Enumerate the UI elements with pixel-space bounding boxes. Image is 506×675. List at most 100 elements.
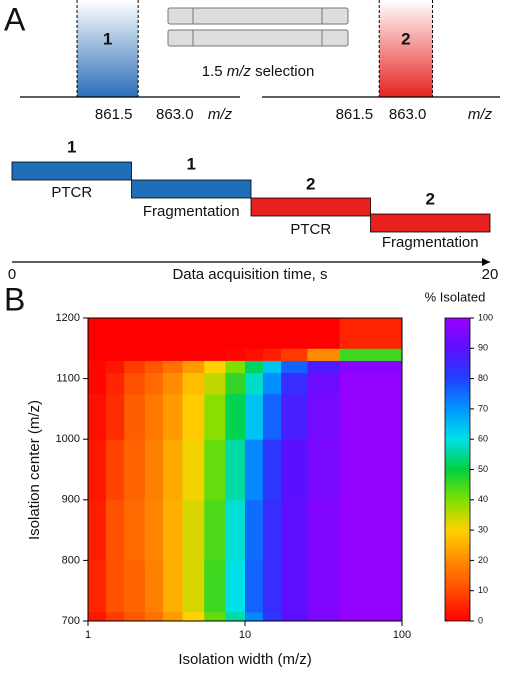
heatmap-cell — [162, 560, 184, 613]
heatmap-cell — [162, 439, 184, 501]
heatmap-cell — [124, 360, 146, 374]
colorbar-title: % Isolated — [425, 289, 486, 304]
step-block — [11, 161, 132, 181]
heatmap-cell — [281, 360, 308, 374]
x-axis-title: Isolation width (m/z) — [178, 651, 311, 668]
heatmap-cell — [204, 360, 226, 374]
heatmap-cell — [182, 348, 205, 361]
step-block — [370, 213, 491, 233]
heatmap-cell — [225, 560, 246, 613]
y-tick-label: 1200 — [56, 312, 80, 324]
heatmap-cell — [245, 393, 264, 440]
heatmap-cell — [225, 360, 246, 374]
heatmap-cell — [281, 318, 308, 349]
heatmap-cell — [204, 393, 226, 440]
colorbar-tick-label: 90 — [478, 343, 488, 353]
heatmap-cell — [162, 393, 184, 440]
heatmap-cell — [339, 393, 403, 440]
heatmap-cell — [162, 611, 184, 622]
heatmap-cell — [144, 439, 164, 501]
step-label: PTCR — [51, 184, 92, 201]
heatmap-cell — [204, 348, 226, 361]
selection-number: 1.5 — [202, 63, 223, 80]
y-tick-label: 800 — [62, 554, 80, 566]
time-arrow — [482, 258, 490, 266]
heatmap-cell — [144, 611, 164, 622]
heatmap-cell — [245, 372, 264, 395]
heatmap-cell — [262, 318, 282, 349]
heatmap-cell — [262, 348, 282, 361]
heatmap-cell — [225, 348, 246, 361]
heatmap-cell — [245, 360, 264, 374]
heatmap-cell — [105, 439, 125, 501]
step-label: Fragmentation — [143, 203, 240, 220]
heatmap-cell — [124, 318, 146, 349]
heatmap-cell — [162, 360, 184, 374]
heatmap-cell — [225, 439, 246, 501]
heatmap-cell — [225, 393, 246, 440]
heatmap-cell — [88, 439, 107, 501]
heatmap-cell — [204, 439, 226, 501]
colorbar-tick-label: 60 — [478, 434, 488, 444]
heatmap-cell — [281, 439, 308, 501]
heatmap-cell — [339, 611, 403, 622]
y-axis-title: Isolation center (m/z) — [26, 400, 43, 540]
y-tick-label: 900 — [62, 494, 80, 506]
time-tick-label: 0 — [8, 266, 16, 283]
heatmap-cell — [204, 560, 226, 613]
colorbar-tick-label: 20 — [478, 555, 488, 565]
mz-unit: m/z — [468, 106, 493, 123]
heatmap-cell — [281, 393, 308, 440]
heatmap-cell — [204, 499, 226, 561]
heatmap-cell — [245, 560, 264, 613]
colorbar — [444, 317, 471, 622]
heatmap-cell — [245, 318, 264, 349]
selection-label: 1.5 m/z selection — [202, 63, 315, 80]
heatmap-cell — [124, 499, 146, 561]
y-tick-label: 700 — [62, 615, 80, 627]
heatmap-cell — [182, 439, 205, 501]
heatmap-cell — [124, 611, 146, 622]
heatmap-cell — [88, 348, 107, 361]
heatmap-cell — [105, 360, 125, 374]
mz-tick-label: 863.0 — [156, 106, 194, 123]
heatmap-cell — [307, 372, 341, 395]
heatmap-cell — [339, 439, 403, 501]
panel-label: A — [4, 1, 26, 37]
heatmap-cell — [124, 560, 146, 613]
heatmap-cell — [105, 318, 125, 349]
heatmap-cell — [144, 393, 164, 440]
mz-tick-label: 863.0 — [389, 106, 427, 123]
heatmap-cell — [245, 439, 264, 501]
heatmap-cell — [182, 393, 205, 440]
heatmap-cell — [88, 318, 107, 349]
heatmap-cell — [124, 439, 146, 501]
heatmap-cell — [281, 560, 308, 613]
colorbar-tick-label: 40 — [478, 494, 488, 504]
heatmap-cell — [339, 348, 403, 361]
heatmap-cell — [124, 348, 146, 361]
y-tick-label: 1100 — [56, 373, 80, 385]
heatmap-cell — [162, 318, 184, 349]
x-tick-label: 100 — [393, 629, 411, 641]
heatmap-cell — [307, 611, 341, 622]
heatmap-cell — [307, 360, 341, 374]
heatmap-cell — [307, 318, 341, 349]
step-label: Fragmentation — [382, 234, 479, 251]
step-number: 1 — [67, 137, 76, 156]
heatmap-cell — [204, 318, 226, 349]
heatmap-cell — [144, 560, 164, 613]
window-label: 1 — [103, 29, 112, 48]
heatmap-cell — [88, 560, 107, 613]
heatmap-cell — [307, 393, 341, 440]
heatmap-cell — [88, 372, 107, 395]
time-tick-label: 20 — [482, 266, 499, 283]
heatmap-cell — [307, 439, 341, 501]
ion-trap-icon — [167, 7, 349, 47]
heatmap-cell — [144, 348, 164, 361]
step-number: 1 — [187, 154, 196, 173]
step-block — [250, 197, 371, 217]
y-tick-label: 1000 — [56, 433, 80, 445]
